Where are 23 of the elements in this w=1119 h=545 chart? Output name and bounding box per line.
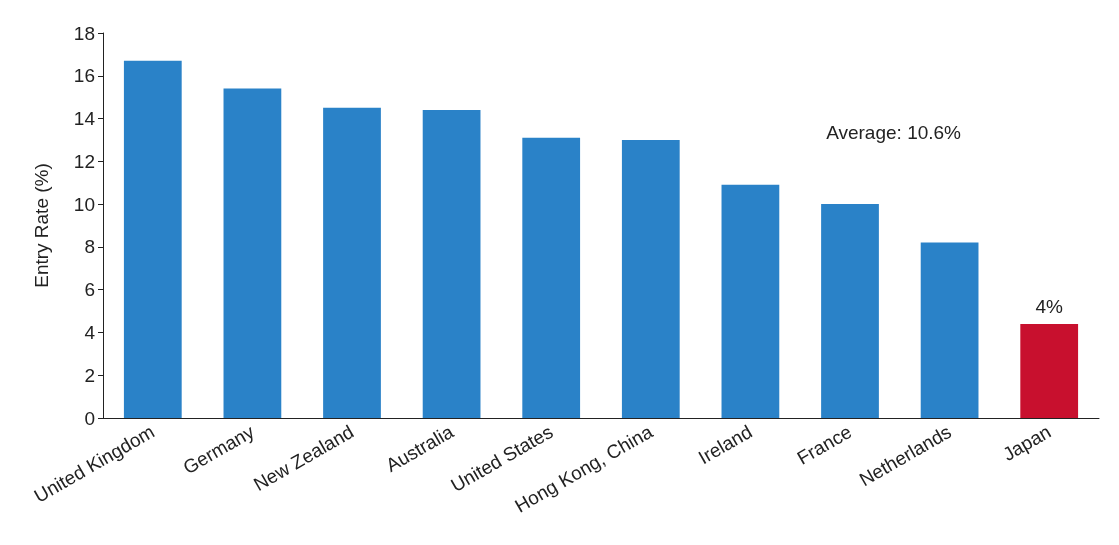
bar <box>621 139 680 418</box>
y-tick-label: 0 <box>84 407 95 429</box>
y-tick-label: 4 <box>84 321 96 343</box>
y-tick-label: 10 <box>73 193 95 215</box>
bar <box>721 184 780 418</box>
bar <box>123 60 182 418</box>
y-tick-label: 16 <box>73 65 95 87</box>
y-tick-label: 8 <box>84 236 95 258</box>
y-tick-label: 14 <box>73 108 96 130</box>
bar <box>821 204 879 418</box>
y-tick-label: 2 <box>84 364 95 386</box>
bar <box>522 137 581 418</box>
bar <box>1020 323 1079 418</box>
bar <box>920 242 979 418</box>
y-tick-label: 12 <box>73 150 95 172</box>
bar <box>323 107 381 418</box>
y-tick-label: 6 <box>84 279 95 301</box>
annotation: Average: 10.6% <box>826 122 962 143</box>
y-tick-label: 18 <box>73 22 95 44</box>
y-axis-title: Entry Rate (%) <box>31 163 52 288</box>
bar <box>223 88 282 418</box>
bar <box>422 110 481 418</box>
annotation: 4% <box>1035 295 1064 317</box>
